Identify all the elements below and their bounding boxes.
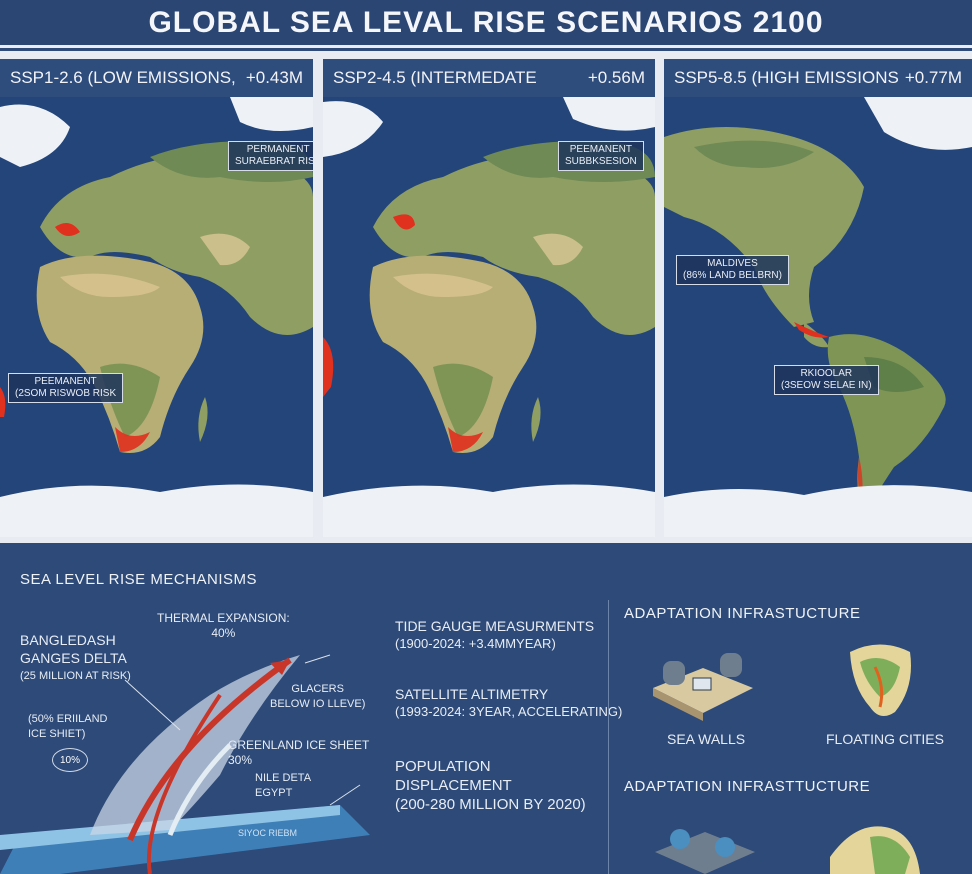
bangladesh-label: BANGLEDASH GANGES DELTA (25 MILLION AT RI… xyxy=(20,632,131,682)
scenario-label: SSP1-2.6 (LOW EMISSIONS, xyxy=(10,68,236,87)
mechanisms-heading: SEA LEVEL RISE MECHANISMS xyxy=(20,571,258,588)
sea-walls-label: SEA WALLS xyxy=(667,731,746,747)
adaptation-heading-2: ADAPTATION INFRASTTUCTURE xyxy=(624,778,871,795)
tide-gauge-label: TIDE GAUGE MEASURMENTS (1900-2024: +3.4MM… xyxy=(395,618,595,651)
risk-callout: PEEMANENT SUBBKSESION xyxy=(558,141,644,171)
scenario-panel-ssp2: SSP2-4.5 (INTERMEDATE +0.56M PEEMANENT SU… xyxy=(323,59,655,537)
rise-value: +0.77M xyxy=(904,68,962,87)
glaciers-label: GLACERS BELOW IO LLEVE) xyxy=(270,683,366,710)
greenland-label: GREENLAND ICE SHEET 30% xyxy=(228,738,370,767)
scenario-panel-ssp1: SSP1-2.6 (LOW EMISSIONS, +0.43M PERMANEN… xyxy=(0,59,313,537)
risk-callout: PERMANENT SURAEBRAT RISK xyxy=(228,141,313,171)
greenland-left-label: (50% ERIILAND ICE SHIET) xyxy=(28,713,108,740)
panel-header: SSP5-8.5 (HIGH EMISSIONS +0.77M xyxy=(664,59,972,97)
page-title: GLOBAL SEA LEVAL RISE SCENARIOS 2100 xyxy=(148,5,824,39)
world-map-americas xyxy=(664,97,972,537)
adaptation-heading: ADAPTATION INFRASTUCTURE xyxy=(624,605,861,622)
thermal-label: THERMAL EXPANSION: 40% xyxy=(157,611,290,640)
mechanisms-section: SEA LEVEL RISE MECHANISMS THERMAL EXPANS… xyxy=(0,545,972,874)
scenario-label: SSP2-4.5 (INTERMEDATE xyxy=(333,68,537,87)
rise-value: +0.43M xyxy=(245,68,303,87)
nile-label: NILE DETA EGYPT xyxy=(255,772,312,799)
section-divider xyxy=(608,600,609,874)
population-label: POPULATION DISPLACEMENT (200-280 MILLION B… xyxy=(395,758,586,813)
risk-callout: PEEMANENT (2SOM RISWOB RISK xyxy=(8,373,124,403)
floating-cities-label: FLOATING CITIES xyxy=(826,731,944,747)
sea-wall-icon xyxy=(653,653,753,721)
scenario-panels: SSP1-2.6 (LOW EMISSIONS, +0.43M PERMANEN… xyxy=(0,51,972,543)
ice-sheet-diagram xyxy=(0,654,370,874)
ocean-label: SIYOC RIEBM xyxy=(238,828,298,838)
percent-circle: 10% xyxy=(52,748,88,772)
satellite-label: SATELLITE ALTIMETRY (1993-2024: 3YEAR, AC… xyxy=(395,686,623,719)
infrastructure-icon xyxy=(655,829,755,874)
scenario-label: SSP5-8.5 (HIGH EMISSIONS xyxy=(674,68,899,87)
floating-city-icon xyxy=(850,644,911,716)
risk-callout: MALDIVES (86% LAND BELBRN) xyxy=(676,255,789,285)
risk-callout: RKIOOLAR (3SEOW SELAE IN) xyxy=(774,365,879,395)
coastal-map-icon xyxy=(830,826,920,874)
rise-value: +0.56M xyxy=(587,68,645,87)
panel-header: SSP2-4.5 (INTERMEDATE +0.56M xyxy=(323,59,655,97)
title-bar: GLOBAL SEA LEVAL RISE SCENARIOS 2100 xyxy=(0,0,972,48)
panel-header: SSP1-2.6 (LOW EMISSIONS, +0.43M xyxy=(0,59,313,97)
scenario-panel-ssp5: SSP5-8.5 (HIGH EMISSIONS +0.77M MALDIVES… xyxy=(664,59,972,537)
